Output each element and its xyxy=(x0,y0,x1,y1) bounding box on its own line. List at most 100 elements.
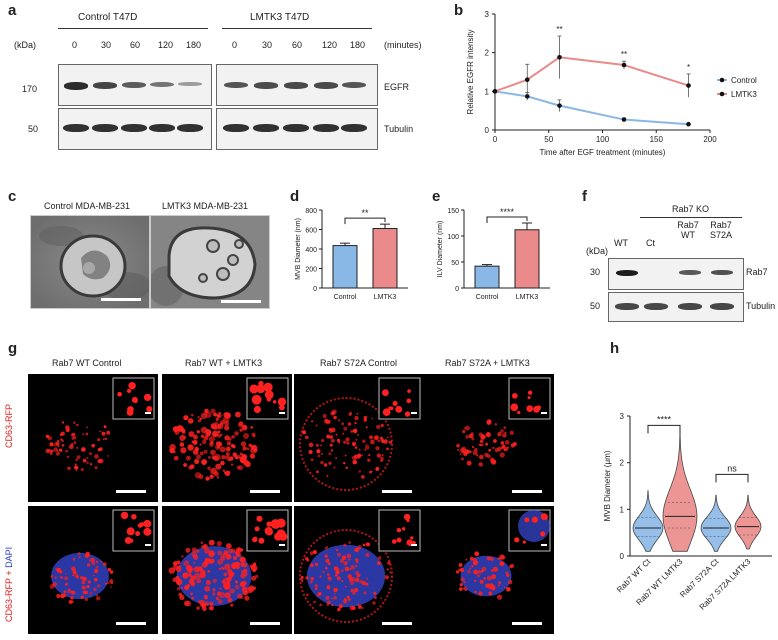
egfr-band-control xyxy=(178,82,202,86)
vesicle xyxy=(333,592,336,595)
vesicle xyxy=(186,584,190,588)
micrograph-cd63 xyxy=(294,374,424,502)
vesicle xyxy=(199,443,202,446)
vesicle xyxy=(469,567,472,570)
vesicle xyxy=(191,551,197,558)
micrograph-svg xyxy=(299,377,421,493)
x-tick-label: 150 xyxy=(650,135,664,144)
vesicle xyxy=(239,581,246,588)
vesicle xyxy=(86,426,89,429)
panel-g-letter: g xyxy=(8,340,18,357)
cell-outline xyxy=(299,529,393,623)
vesicle xyxy=(235,564,240,570)
vesicle xyxy=(478,443,482,447)
vesicle xyxy=(183,600,190,607)
inset-vesicle xyxy=(395,405,403,413)
vesicle xyxy=(486,420,492,425)
inset-vesicle xyxy=(522,540,526,544)
vesicle xyxy=(306,558,309,561)
vesicle xyxy=(208,539,215,546)
significance-label: * xyxy=(687,63,690,72)
vesicle xyxy=(348,558,351,561)
vesicle xyxy=(456,443,460,448)
vesicle xyxy=(197,415,200,419)
vesicle xyxy=(335,548,339,552)
vesicle xyxy=(198,574,203,579)
vesicle xyxy=(240,455,247,462)
vesicle xyxy=(357,603,360,606)
vesicle xyxy=(356,412,359,415)
vesicle xyxy=(104,437,108,441)
significance-label: ns xyxy=(727,463,737,473)
inset-vesicle xyxy=(117,391,122,397)
vesicle xyxy=(491,586,496,591)
panel-a-group-right: LMTK3 T47D xyxy=(250,12,310,23)
vesicle xyxy=(228,470,231,474)
panel-g-col-2: Rab7 WT + LMTK3 xyxy=(185,358,263,368)
vesicle xyxy=(476,574,481,578)
vesicle xyxy=(331,438,335,443)
vesicle xyxy=(376,561,381,566)
vesicle xyxy=(356,574,361,578)
y-axis-label: Relative EGFR intensity xyxy=(466,30,475,115)
vesicle xyxy=(343,461,346,465)
x-tick-label: 0 xyxy=(493,135,498,144)
vesicle xyxy=(80,467,84,472)
panel-g-col-4: Rab7 S72A + LMTK3 xyxy=(445,358,530,368)
x-tick-label: 50 xyxy=(544,135,553,144)
inset-vesicle xyxy=(396,527,402,533)
micrograph-merge xyxy=(162,506,292,634)
vesicle xyxy=(344,566,350,572)
vesicle xyxy=(191,596,195,600)
vesicle xyxy=(70,433,75,437)
vesicle xyxy=(190,575,195,580)
vesicle xyxy=(322,570,325,574)
vesicle xyxy=(68,600,73,604)
vesicle xyxy=(240,573,246,579)
vesicle xyxy=(212,592,216,596)
y-tick-label: 1 xyxy=(620,505,625,514)
inset-vesicle xyxy=(143,393,152,402)
vesicle xyxy=(473,579,477,582)
vesicle xyxy=(312,550,317,555)
vesicle xyxy=(329,428,334,433)
rab7-band xyxy=(616,270,638,276)
vesicle xyxy=(341,580,344,583)
vesicle xyxy=(78,556,81,559)
vesicle xyxy=(481,566,487,572)
vesicle xyxy=(219,446,226,453)
vesicle xyxy=(52,582,58,587)
tubulin-band xyxy=(283,124,309,132)
vesicle xyxy=(234,584,240,590)
vesicle xyxy=(494,422,498,426)
vesicle xyxy=(223,550,229,556)
inset-vesicle xyxy=(126,409,134,416)
vesicle xyxy=(502,433,507,438)
vesicle xyxy=(325,595,330,600)
vesicle xyxy=(334,573,338,577)
inset-vesicle xyxy=(278,404,285,411)
vesicle xyxy=(89,594,91,597)
vesicle xyxy=(209,601,214,606)
vesicle xyxy=(455,570,460,574)
vesicle xyxy=(335,457,338,459)
vesicle xyxy=(190,592,193,596)
vesicle xyxy=(181,555,184,558)
vesicle xyxy=(242,446,247,451)
vesicle xyxy=(374,435,379,440)
inset-vesicle xyxy=(527,396,531,400)
vesicle xyxy=(349,605,355,611)
vesicle xyxy=(327,576,331,580)
vesicle xyxy=(225,452,230,457)
vesicle xyxy=(493,439,497,443)
vesicle xyxy=(80,595,84,599)
vesicle xyxy=(183,415,189,421)
vesicle xyxy=(337,576,341,581)
vesicle xyxy=(86,585,90,589)
vesicle xyxy=(326,585,331,590)
vesicle xyxy=(468,450,472,454)
vesicle xyxy=(244,595,250,601)
vesicle xyxy=(68,444,74,450)
legend-label: LMTK3 xyxy=(731,90,757,99)
